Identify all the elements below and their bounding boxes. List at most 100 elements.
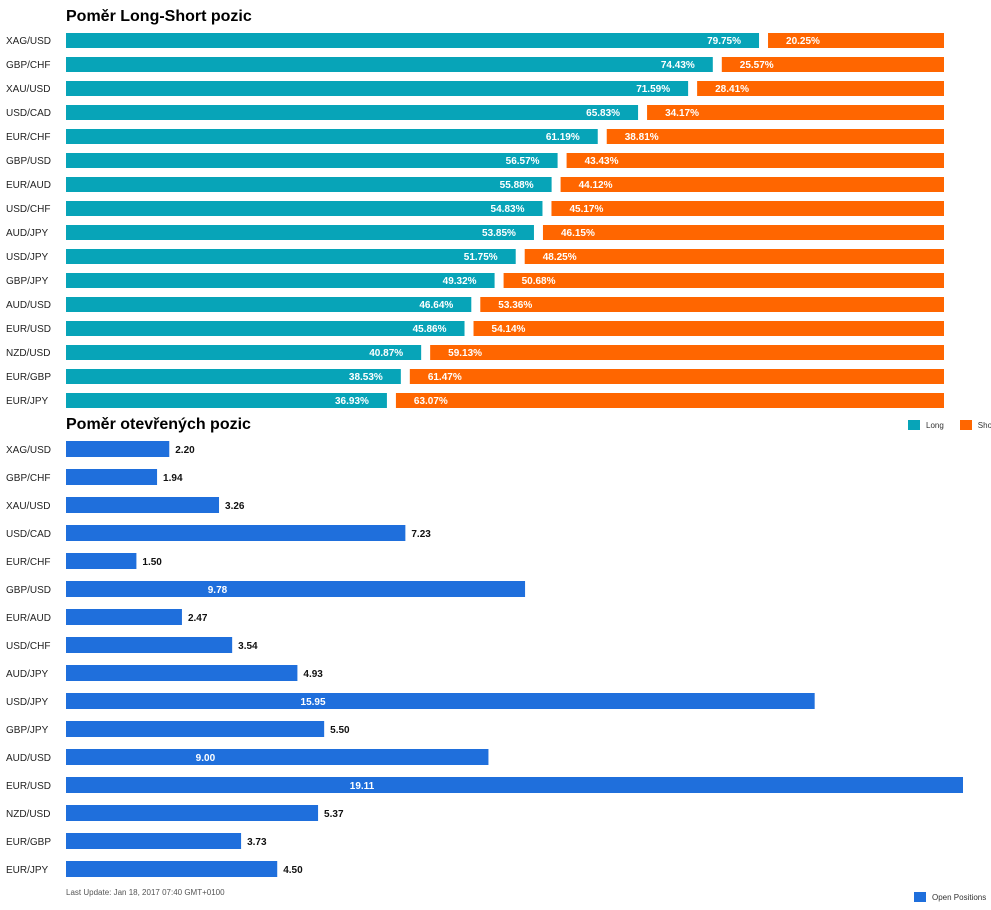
long-bar-eur-jpy bbox=[66, 393, 387, 408]
category-label-eur-gbp: EUR/GBP bbox=[6, 372, 51, 383]
category-label-gbp-chf: GBP/CHF bbox=[6, 60, 50, 71]
open-bar-usd-jpy bbox=[66, 693, 815, 709]
open-value-label-aud-jpy: 4.93 bbox=[303, 669, 323, 680]
open-category-label-eur-aud: EUR/AUD bbox=[6, 613, 51, 624]
long-short-legend: Long Short bbox=[908, 420, 991, 430]
open-category-label-eur-jpy: EUR/JPY bbox=[6, 865, 49, 876]
category-label-aud-jpy: AUD/JPY bbox=[6, 228, 49, 239]
category-label-usd-cad: USD/CAD bbox=[6, 108, 51, 119]
long-value-label-usd-jpy: 51.75% bbox=[464, 252, 498, 263]
long-bar-eur-usd bbox=[66, 321, 465, 336]
long-bar-usd-cad bbox=[66, 105, 639, 120]
long-bar-usd-jpy bbox=[66, 249, 516, 264]
category-label-usd-chf: USD/CHF bbox=[6, 204, 50, 215]
legend-open-swatch bbox=[914, 892, 926, 902]
short-bar-gbp-usd bbox=[566, 153, 944, 168]
long-value-label-xau-usd: 71.59% bbox=[636, 84, 670, 95]
category-label-eur-jpy: EUR/JPY bbox=[6, 396, 49, 407]
open-bar-usd-cad bbox=[66, 525, 406, 541]
open-category-label-nzd-usd: NZD/USD bbox=[6, 809, 50, 820]
short-bar-aud-usd bbox=[480, 297, 944, 312]
open-bar-eur-jpy bbox=[66, 861, 278, 877]
open-value-label-usd-chf: 3.54 bbox=[238, 641, 258, 652]
category-label-xau-usd: XAU/USD bbox=[6, 84, 50, 95]
open-category-label-usd-chf: USD/CHF bbox=[6, 641, 50, 652]
open-value-label-gbp-jpy: 5.50 bbox=[330, 725, 350, 736]
long-bar-eur-chf bbox=[66, 129, 598, 144]
open-category-label-xag-usd: XAG/USD bbox=[6, 445, 51, 456]
short-value-label-nzd-usd: 59.13% bbox=[448, 348, 482, 359]
legend-long-label: Long bbox=[926, 420, 944, 430]
long-bar-eur-aud bbox=[66, 177, 552, 192]
short-value-label-gbp-usd: 43.43% bbox=[585, 156, 619, 167]
short-bar-nzd-usd bbox=[430, 345, 945, 360]
short-bar-eur-usd bbox=[473, 321, 944, 336]
open-category-label-eur-chf: EUR/CHF bbox=[6, 557, 50, 568]
long-value-label-eur-gbp: 38.53% bbox=[349, 372, 383, 383]
short-value-label-usd-jpy: 48.25% bbox=[543, 252, 577, 263]
last-update-text: Last Update: Jan 18, 2017 07:40 GMT+0100 bbox=[66, 888, 225, 897]
short-bar-eur-jpy bbox=[395, 393, 944, 408]
short-value-label-xau-usd: 28.41% bbox=[715, 84, 749, 95]
open-value-label-xag-usd: 2.20 bbox=[175, 445, 195, 456]
open-category-label-aud-usd: AUD/USD bbox=[6, 753, 51, 764]
open-value-label-gbp-chf: 1.94 bbox=[163, 473, 183, 484]
open-bar-aud-jpy bbox=[66, 665, 298, 681]
long-value-label-eur-aud: 55.88% bbox=[500, 180, 534, 191]
open-bar-xag-usd bbox=[66, 441, 170, 457]
open-category-label-gbp-chf: GBP/CHF bbox=[6, 473, 50, 484]
category-label-eur-usd: EUR/USD bbox=[6, 324, 51, 335]
short-bar-aud-jpy bbox=[542, 225, 944, 240]
long-value-label-usd-cad: 65.83% bbox=[586, 108, 620, 119]
open-bar-gbp-jpy bbox=[66, 721, 325, 737]
open-value-label-aud-usd: 9.00 bbox=[196, 753, 216, 764]
long-short-chart-title: Poměr Long-Short pozic bbox=[66, 8, 252, 25]
open-category-label-usd-cad: USD/CAD bbox=[6, 529, 51, 540]
short-value-label-aud-jpy: 46.15% bbox=[561, 228, 595, 239]
open-bar-eur-chf bbox=[66, 553, 137, 569]
long-value-label-aud-usd: 46.64% bbox=[419, 300, 453, 311]
open-value-label-gbp-usd: 9.78 bbox=[208, 585, 228, 596]
short-bar-xau-usd bbox=[697, 81, 944, 96]
category-label-eur-aud: EUR/AUD bbox=[6, 180, 51, 191]
open-value-label-eur-gbp: 3.73 bbox=[247, 837, 267, 848]
open-positions-legend: Open Positions bbox=[914, 892, 986, 902]
open-bar-eur-gbp bbox=[66, 833, 242, 849]
short-value-label-gbp-jpy: 50.68% bbox=[522, 276, 556, 287]
short-bar-xag-usd bbox=[768, 33, 944, 48]
short-value-label-aud-usd: 53.36% bbox=[498, 300, 532, 311]
long-value-label-aud-jpy: 53.85% bbox=[482, 228, 516, 239]
long-value-label-gbp-usd: 56.57% bbox=[506, 156, 540, 167]
category-label-gbp-jpy: GBP/JPY bbox=[6, 276, 49, 287]
long-bar-gbp-chf bbox=[66, 57, 713, 72]
open-bar-xau-usd bbox=[66, 497, 220, 513]
open-category-label-aud-jpy: AUD/JPY bbox=[6, 669, 49, 680]
legend-open-label: Open Positions bbox=[932, 892, 987, 902]
open-value-label-xau-usd: 3.26 bbox=[225, 501, 245, 512]
open-bar-aud-usd bbox=[66, 749, 489, 765]
long-bar-xau-usd bbox=[66, 81, 689, 96]
category-label-xag-usd: XAG/USD bbox=[6, 36, 51, 47]
long-value-label-nzd-usd: 40.87% bbox=[369, 348, 403, 359]
short-bar-eur-chf bbox=[606, 129, 944, 144]
short-value-label-xag-usd: 20.25% bbox=[786, 36, 820, 47]
short-bar-usd-jpy bbox=[524, 249, 944, 264]
open-category-label-gbp-usd: GBP/USD bbox=[6, 585, 51, 596]
short-value-label-gbp-chf: 25.57% bbox=[740, 60, 774, 71]
long-bar-aud-usd bbox=[66, 297, 472, 312]
short-value-label-eur-usd: 54.14% bbox=[492, 324, 526, 335]
long-value-label-eur-jpy: 36.93% bbox=[335, 396, 369, 407]
open-value-label-usd-cad: 7.23 bbox=[411, 529, 431, 540]
open-positions-chart-title: Poměr otevřených pozic bbox=[66, 416, 251, 433]
short-value-label-eur-gbp: 61.47% bbox=[428, 372, 462, 383]
legend-short-label: Short bbox=[977, 420, 991, 430]
open-category-label-eur-gbp: EUR/GBP bbox=[6, 837, 51, 848]
long-value-label-usd-chf: 54.83% bbox=[491, 204, 525, 215]
short-bar-gbp-chf bbox=[721, 57, 944, 72]
category-label-usd-jpy: USD/JPY bbox=[6, 252, 49, 263]
long-bar-xag-usd bbox=[66, 33, 760, 48]
open-value-label-usd-jpy: 15.95 bbox=[301, 697, 326, 708]
long-bar-gbp-jpy bbox=[66, 273, 495, 288]
open-value-label-eur-chf: 1.50 bbox=[142, 557, 162, 568]
